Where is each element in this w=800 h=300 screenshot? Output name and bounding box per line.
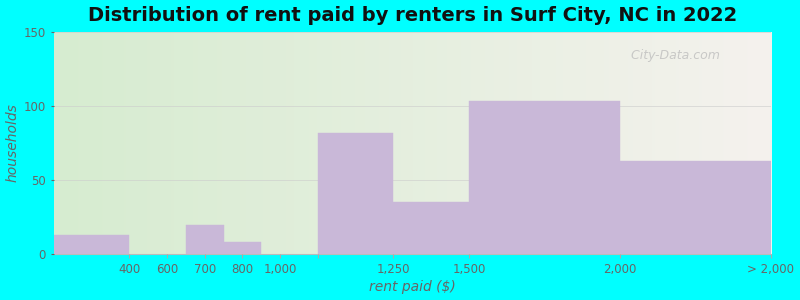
Bar xyxy=(223,242,262,254)
X-axis label: rent paid ($): rent paid ($) xyxy=(369,280,456,294)
Bar xyxy=(469,101,620,254)
Y-axis label: households: households xyxy=(6,103,19,182)
Bar xyxy=(394,202,469,254)
Bar xyxy=(186,225,223,254)
Text: City-Data.com: City-Data.com xyxy=(627,50,720,62)
Title: Distribution of rent paid by renters in Surf City, NC in 2022: Distribution of rent paid by renters in … xyxy=(88,6,737,25)
Bar xyxy=(318,133,394,254)
Bar xyxy=(620,161,771,254)
Bar xyxy=(54,235,129,254)
